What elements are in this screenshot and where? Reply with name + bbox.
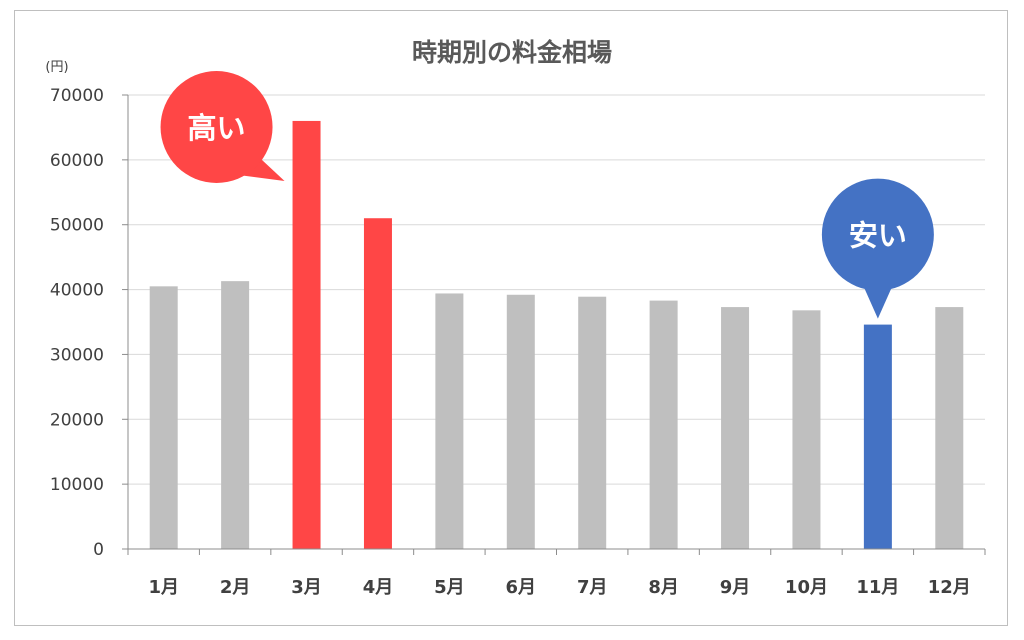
x-tick-label: 2月 [220, 577, 251, 598]
x-tick-label: 7月 [577, 577, 608, 598]
x-axis-tick-labels: 1月 2月 3月 4月 5月 6月 7月 8月 9月 10月 11月 12月 [148, 577, 970, 598]
callout-tail [861, 282, 894, 319]
y-tick-label: 40000 [50, 281, 104, 301]
y-tick-label: 20000 [50, 410, 104, 430]
callout-bubble [821, 178, 934, 291]
y-axis-unit-label: (円) [45, 60, 68, 75]
x-tick-label: 5月 [434, 577, 465, 598]
bar-8月 [649, 300, 678, 549]
y-tick-label: 0 [93, 540, 104, 560]
x-tick-label: 1月 [148, 577, 179, 598]
x-tick-label: 4月 [363, 577, 394, 598]
x-tick-label: 6月 [506, 577, 537, 598]
callout-11月: 安い [821, 178, 934, 319]
y-tick-label: 30000 [50, 345, 104, 365]
bar-5月 [435, 293, 464, 549]
y-tick-label: 10000 [50, 475, 104, 495]
gridlines [128, 94, 985, 485]
bar-6月 [506, 294, 535, 549]
x-tick-label: 11月 [856, 577, 899, 598]
y-tick-label: 70000 [50, 86, 104, 106]
bar-11月 [863, 324, 892, 549]
bar-9月 [721, 307, 750, 549]
callout-bubble [160, 71, 273, 183]
bar-chart: 時期別の料金相場 (円) 0 10000 20000 30000 40000 50000 6… [45, 38, 986, 598]
x-tick-label: 9月 [720, 577, 751, 598]
x-tick-label: 10月 [785, 577, 828, 598]
bar-7月 [578, 296, 607, 549]
callout-label: 高い [188, 111, 246, 145]
chart-frame: 時期別の料金相場 (円) 0 10000 20000 30000 40000 50000 6… [14, 10, 1008, 626]
y-tick-label: 60000 [50, 151, 104, 171]
axes [122, 94, 986, 555]
x-tick-label: 8月 [648, 577, 679, 598]
callout-3月: 高い [160, 71, 285, 183]
bar-2月 [221, 281, 250, 549]
chart-title: 時期別の料金相場 [412, 38, 612, 67]
bar-4月 [363, 218, 392, 549]
bar-12月 [935, 307, 964, 549]
bar-10月 [792, 310, 821, 549]
y-axis-tick-labels: 0 10000 20000 30000 40000 50000 60000 70000 [50, 86, 104, 560]
bar-1月 [149, 286, 178, 549]
bars [149, 120, 964, 549]
x-tick-label: 12月 [928, 577, 971, 598]
callout-label: 安い [849, 219, 907, 253]
x-tick-label: 3月 [291, 577, 322, 598]
y-tick-label: 50000 [50, 216, 104, 236]
bar-3月 [292, 120, 321, 549]
